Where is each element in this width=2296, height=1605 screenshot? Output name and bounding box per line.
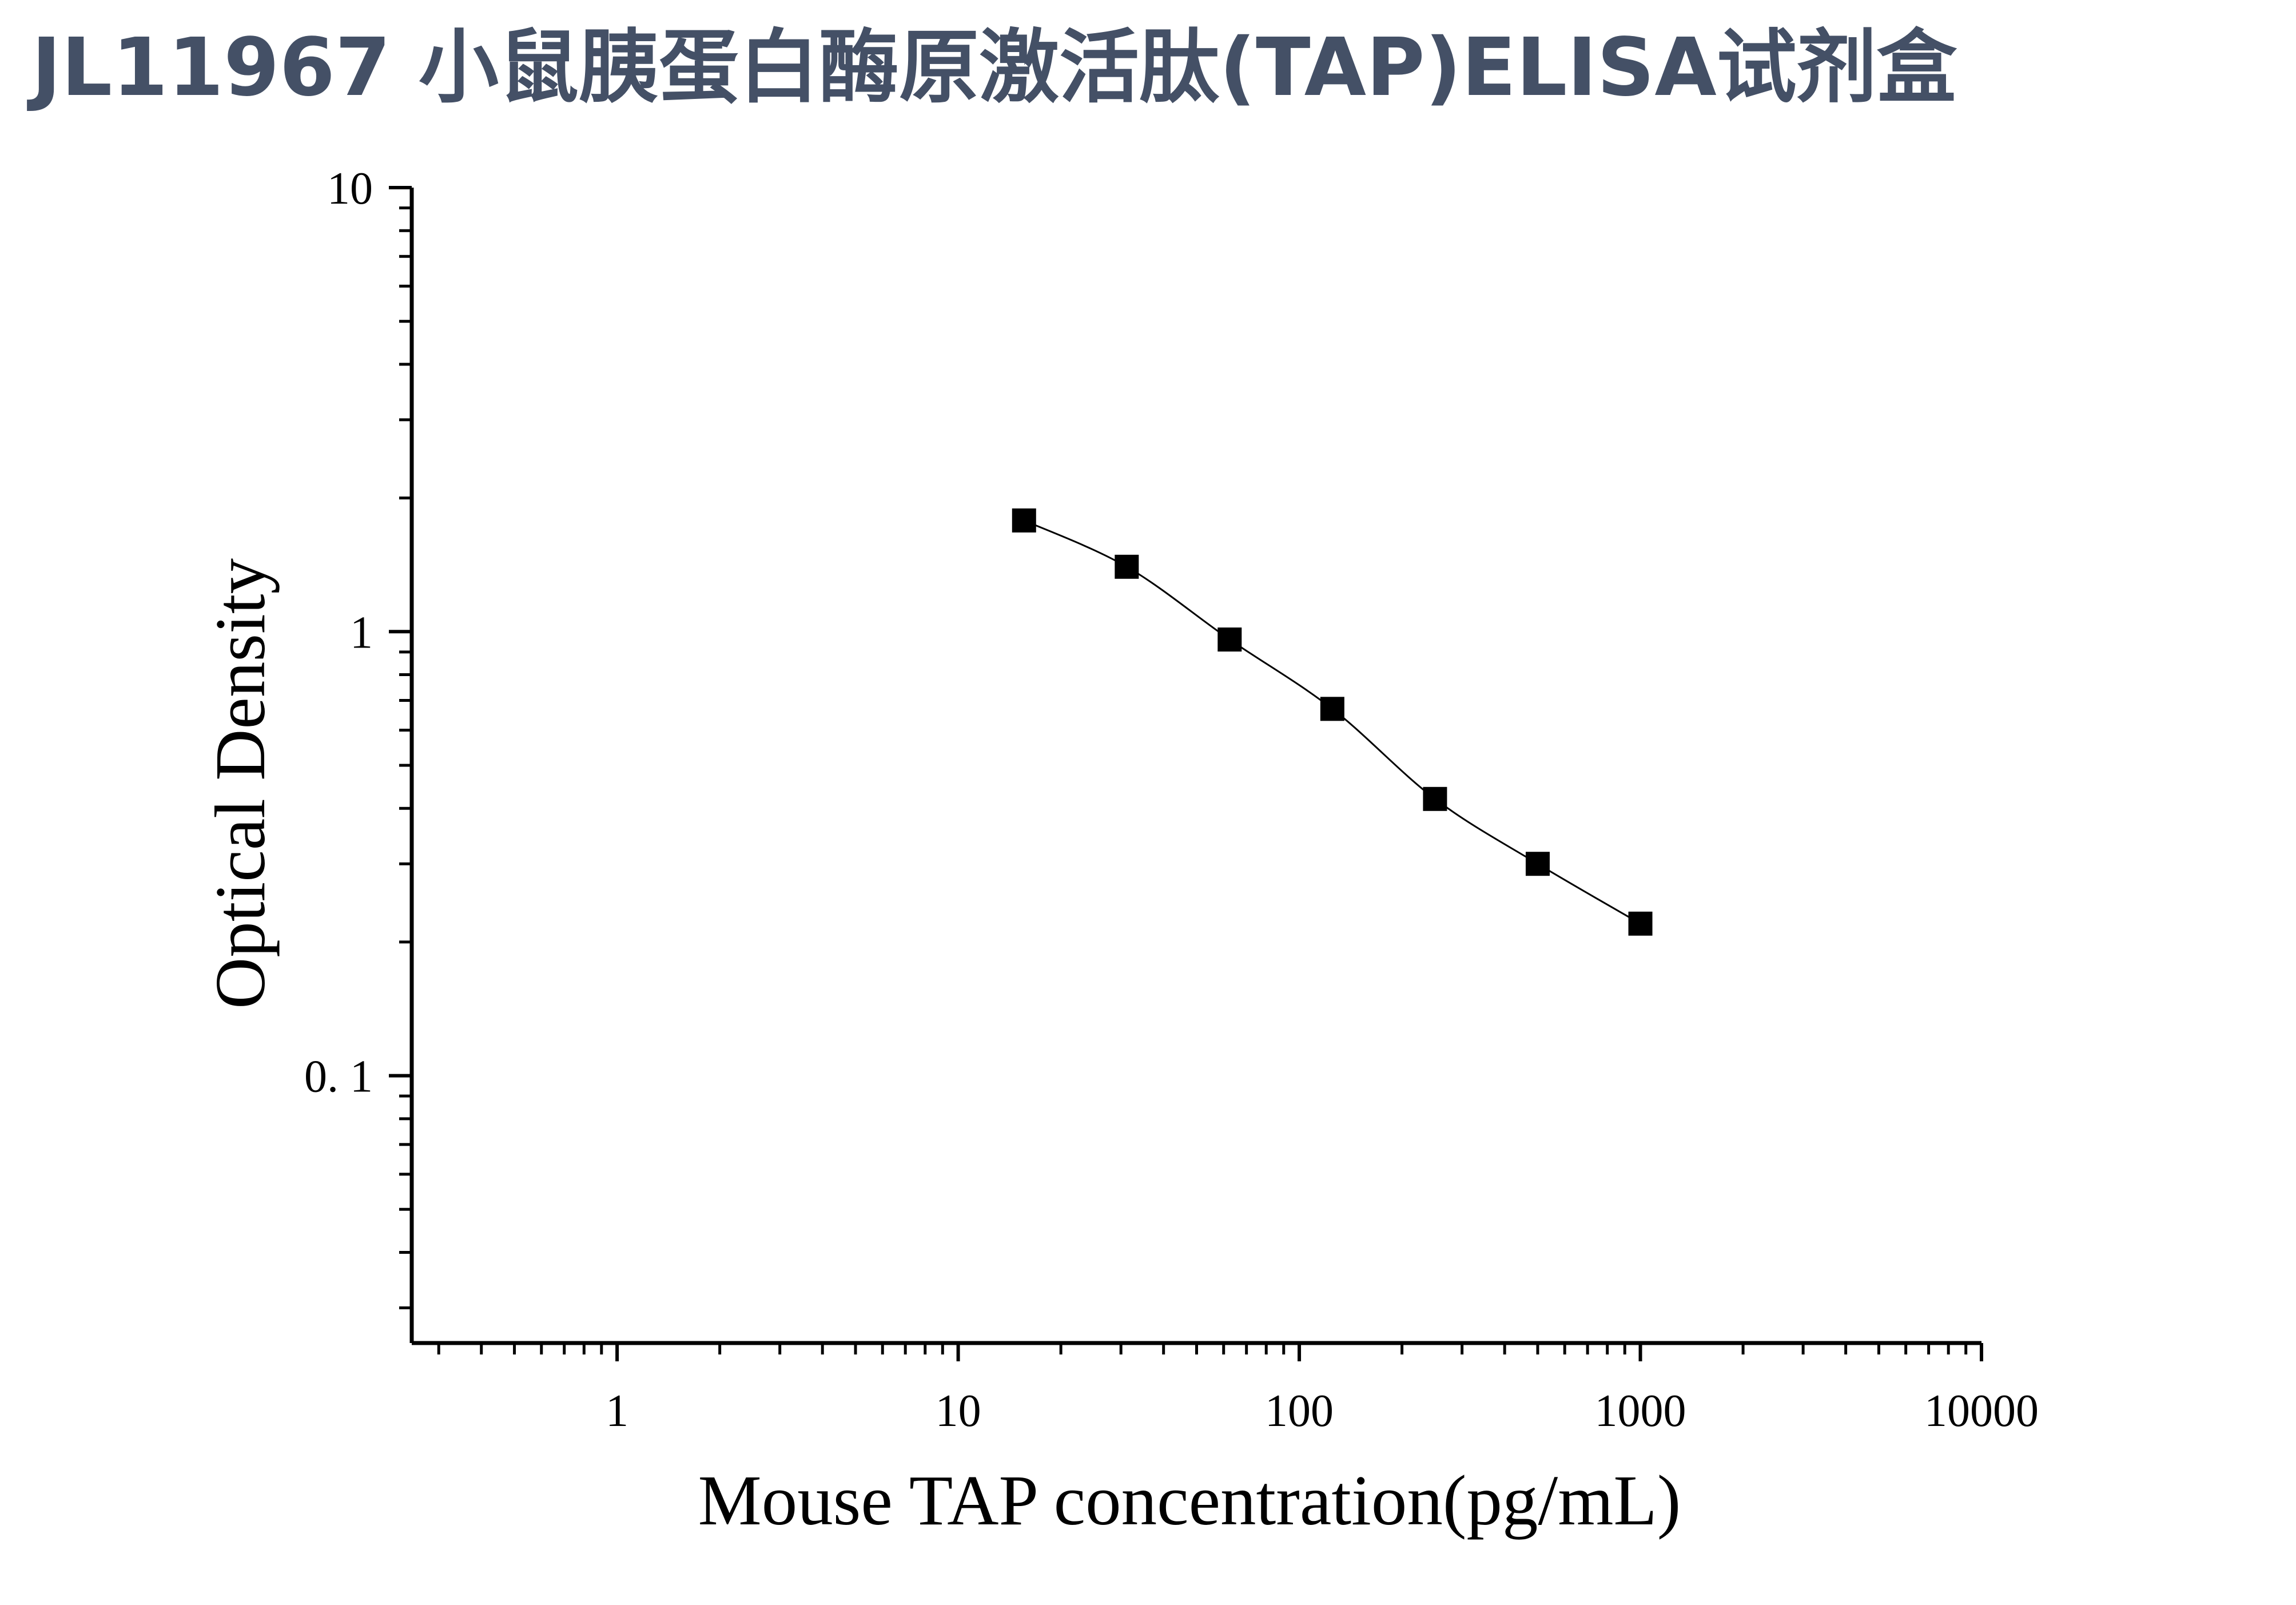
y-tick-label: 0. 1 (304, 1052, 373, 1102)
data-points (1012, 508, 1653, 936)
x-tick-label: 1 (606, 1386, 628, 1436)
data-point (1012, 508, 1036, 533)
x-axis-label: Mouse TAP concentration(pg/mL) (698, 1461, 1681, 1540)
data-point (1115, 554, 1139, 579)
data-point (1217, 627, 1242, 652)
x-tick-label: 10000 (1924, 1386, 2039, 1436)
page-title: JL11967 小鼠胰蛋白酶原激活肽(TAP)ELISA试剂盒 (31, 21, 1957, 114)
data-point (1525, 852, 1550, 876)
data-point (1628, 911, 1653, 936)
y-tick-label: 10 (327, 164, 373, 214)
x-tick-label: 1000 (1595, 1386, 1686, 1436)
x-tick-label: 10 (936, 1386, 981, 1436)
data-point (1423, 786, 1447, 811)
axes: 1 10 100 1000 10000 0. 1 1 10 (304, 164, 2039, 1436)
y-tick-label: 1 (350, 607, 373, 658)
x-tick-label: 100 (1265, 1386, 1334, 1436)
data-point (1320, 697, 1344, 721)
y-axis-label: Optical Density (201, 558, 280, 1009)
